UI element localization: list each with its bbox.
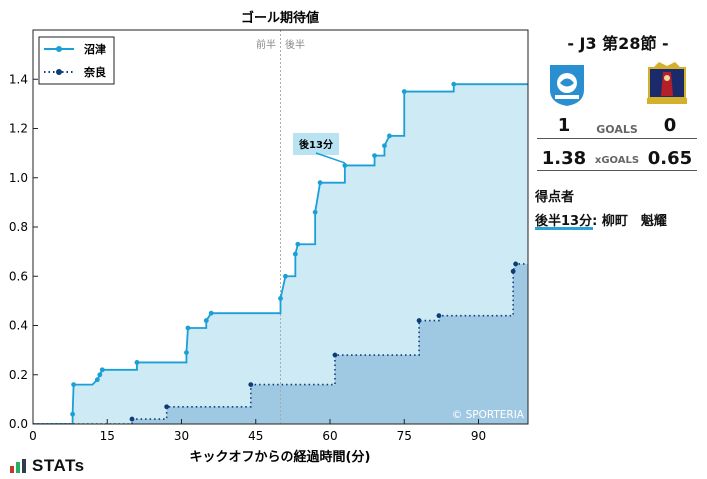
- goals-label: GOALS: [596, 123, 638, 136]
- x-tick-label: 0: [29, 429, 37, 443]
- series-point-0: [134, 360, 140, 365]
- series-point-0: [372, 153, 377, 158]
- series-point-0: [387, 133, 392, 139]
- series-point-0: [295, 241, 301, 247]
- series-point-0: [317, 180, 323, 186]
- scorer-item: 後半13分: 柳町 魁耀: [535, 214, 667, 229]
- legend-box: [38, 36, 115, 85]
- series-point-1: [510, 268, 516, 274]
- x-tick-label: 15: [100, 429, 115, 443]
- legend-label-numazu: 沼津: [84, 42, 106, 56]
- series-point-0: [382, 143, 387, 149]
- series-point-0: [283, 273, 288, 279]
- divider: [537, 170, 697, 171]
- series-point-1: [513, 261, 519, 267]
- series-point-0: [451, 81, 457, 87]
- away-goals: 0: [663, 115, 677, 136]
- y-tick-label: 0.6: [9, 269, 28, 283]
- annotation: 後13分: [293, 133, 346, 164]
- match-summary-panel: - J3 第28節 - 1 GOALS 0 1.38 xGOALS 0.65 得…: [533, 0, 703, 479]
- annotation-pointer: [315, 152, 346, 164]
- home-goals: 1: [557, 115, 571, 136]
- y-tick-label: 1.0: [9, 171, 28, 185]
- series-point-0: [203, 318, 209, 323]
- y-tick-label: 0.8: [9, 220, 28, 234]
- match-title: - J3 第28節 -: [567, 34, 669, 53]
- x-tick-label: 45: [248, 429, 263, 443]
- scorers-title: 得点者: [535, 190, 575, 205]
- series-point-0: [97, 372, 103, 378]
- x-axis-label: キックオフからの経過時間(分): [190, 449, 371, 465]
- home-team-crest-icon: [548, 63, 586, 108]
- away-team-crest-icon: [647, 62, 687, 104]
- annotation-box: [293, 133, 339, 155]
- annotation-text: 後13分: [299, 138, 333, 151]
- series-area-1: [33, 263, 528, 424]
- series-point-1: [416, 318, 422, 323]
- series-point-1: [332, 352, 338, 358]
- home-xg: 1.38: [541, 148, 587, 169]
- xg-timeline-chart: ゴール期待値 0 15 30 45 60 75 90 0.0 0.2 0.4 0.6 0.8 1.0 1.…: [9, 10, 529, 465]
- series-area-0: [33, 84, 528, 424]
- half-labels: 前半 後半: [256, 38, 305, 51]
- y-tick-label: 1.2: [9, 122, 28, 136]
- series-point-1: [164, 404, 170, 410]
- series-point-0: [70, 411, 75, 417]
- x-tick-label: 75: [397, 429, 412, 443]
- series-line-1: [33, 263, 528, 424]
- series-point-0: [185, 325, 191, 331]
- series-point-0: [184, 350, 189, 355]
- series-point-0: [94, 377, 100, 383]
- y-tick-label: 0.2: [9, 368, 28, 382]
- legend-dot-nara: [56, 69, 62, 75]
- x-tick-label: 90: [471, 429, 486, 443]
- series-point-0: [312, 209, 318, 215]
- series-point-0: [208, 310, 214, 316]
- x-tick-label: 30: [174, 429, 189, 443]
- second-half-label: 後半: [285, 38, 305, 51]
- series-point-0: [71, 382, 76, 387]
- series-point-0: [342, 163, 348, 168]
- xg-label: xGOALS: [594, 155, 640, 166]
- scorer-underline: [535, 227, 593, 230]
- legend-dot-numazu: [56, 46, 62, 52]
- series-point-1: [436, 313, 442, 319]
- x-tick-label: 60: [322, 429, 337, 443]
- series-point-0: [401, 89, 407, 94]
- series-point-0: [278, 296, 283, 301]
- first-half-label: 前半: [256, 38, 276, 51]
- watermark: © SPORTERIA: [452, 409, 525, 421]
- series-point-1: [248, 382, 254, 387]
- y-tick-label: 1.4: [9, 72, 28, 86]
- legend-label-nara: 奈良: [83, 65, 106, 79]
- stats-logo-text: STATs: [32, 456, 85, 475]
- chart-title: ゴール期待値: [241, 10, 319, 26]
- stats-logo-bars-icon: [10, 459, 26, 473]
- away-xg: 0.65: [647, 148, 693, 169]
- divider: [537, 138, 697, 139]
- y-tick-label: 0.4: [9, 319, 28, 333]
- y-tick-label: 0.0: [9, 417, 28, 431]
- series-point-0: [292, 251, 298, 257]
- series-point-1: [129, 416, 135, 422]
- legend: 沼津 奈良: [38, 36, 115, 85]
- series-point-0: [99, 367, 105, 373]
